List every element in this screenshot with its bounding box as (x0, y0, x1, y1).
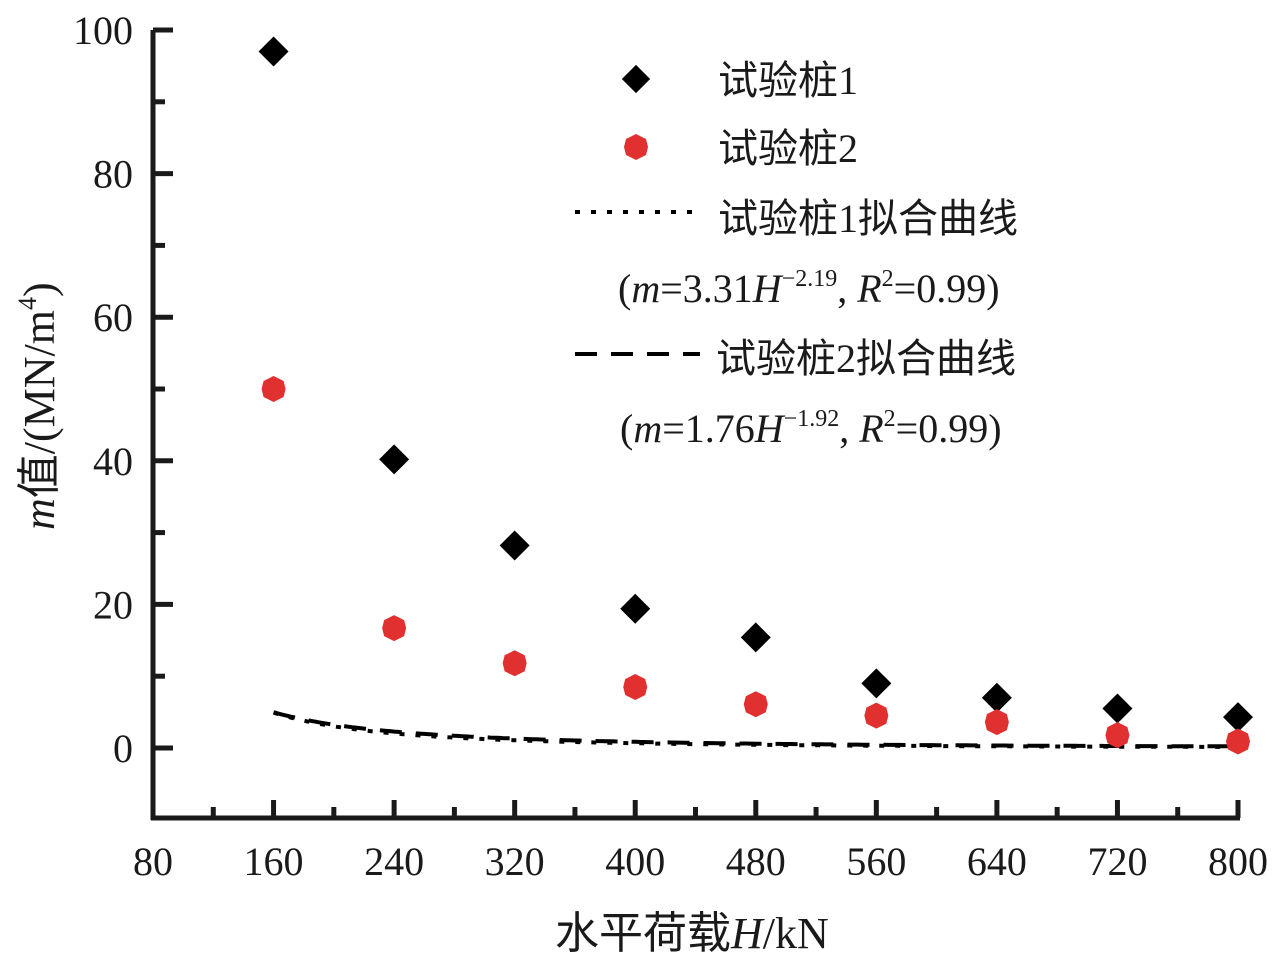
x-tick-label: 720 (1087, 839, 1147, 884)
formula-1-coef: =3.31 (660, 266, 753, 311)
x-tick-label: 560 (846, 839, 906, 884)
y-tick-label: 40 (93, 439, 133, 484)
point-series-2 (864, 702, 889, 729)
y-axis-title: m值/(MN/m4) (13, 282, 64, 530)
point-series-2 (1226, 728, 1250, 755)
data-points (258, 36, 1253, 755)
legend-formula-series-3: (m=3.31H−2.19, R2=0.99) (618, 266, 1000, 311)
legend-formula-series-4: (m=1.76H−1.92, R2=0.99) (620, 406, 1002, 451)
y-tick-label: 60 (93, 295, 133, 340)
x-tick-label: 800 (1208, 839, 1268, 884)
point-series-2 (382, 615, 407, 642)
legend-marker-series-2 (624, 134, 648, 160)
x-tick-label: 320 (485, 839, 545, 884)
formula-2-r: R (858, 406, 883, 451)
x-tick-label: 80 (133, 839, 173, 884)
formula-2-lhs: m (633, 406, 662, 451)
legend: 试验桩1 试验桩2 试验桩1拟合曲线 (m=3.31H−2.19, R2=0.9… (575, 58, 1018, 451)
y-axis-title-sup: 4 (13, 297, 42, 310)
x-tick-label: 160 (244, 839, 304, 884)
x-tick-label: 240 (364, 839, 424, 884)
formula-1-r-val: =0.99 (894, 266, 987, 311)
y-axis-title-suffix: ) (15, 282, 64, 297)
formula-1-r: R (856, 266, 881, 311)
formula-1-lhs: m (631, 266, 660, 311)
point-series-2 (261, 375, 286, 402)
formula-1-exp: −2.19 (782, 266, 838, 292)
point-series-1 (1223, 702, 1253, 733)
x-tick-label: 480 (726, 839, 786, 884)
point-series-2 (502, 650, 527, 677)
formula-2-exp: −1.92 (784, 406, 840, 432)
point-series-1 (620, 593, 651, 624)
formula-2-r-val: =0.99 (896, 406, 989, 451)
formula-2-r-exp: 2 (884, 406, 896, 432)
x-axis-title-var: H (730, 909, 765, 958)
y-ticks: 0 20 40 60 80 100 (73, 8, 173, 771)
legend-label-series-4: 试验桩2拟合曲线 (716, 336, 1016, 381)
point-series-1 (1102, 693, 1133, 724)
legend-marker-series-1 (621, 64, 651, 94)
y-axis-title-prefix: 值/(MN/m (15, 310, 64, 498)
y-tick-label: 0 (113, 726, 133, 771)
y-tick-label: 80 (93, 152, 133, 197)
point-series-1 (379, 444, 410, 475)
x-axis-title-prefix: 水平荷载 (555, 909, 731, 958)
x-axis-title-suffix: /kN (763, 909, 829, 958)
x-axis-title: 水平荷载H/kN (555, 909, 829, 958)
formula-2-coef: =1.76 (662, 406, 755, 451)
y-tick-label: 20 (93, 582, 133, 627)
x-ticks: 80 160 240 320 400 480 560 640 720 800 (133, 800, 1268, 884)
point-series-1 (499, 530, 530, 561)
point-series-2 (743, 691, 768, 718)
point-series-1 (258, 36, 289, 67)
legend-label-series-3: 试验桩1拟合曲线 (718, 196, 1018, 241)
y-tick-label: 100 (73, 8, 133, 53)
y-axis-title-var: m (15, 498, 64, 530)
point-series-1 (740, 622, 771, 653)
fit-curves (272, 710, 1239, 749)
legend-label-series-2: 试验桩2 (718, 126, 858, 171)
formula-1-r-exp: 2 (882, 266, 894, 292)
x-tick-label: 640 (967, 839, 1027, 884)
formula-1-var: H (752, 266, 784, 311)
point-series-1 (861, 668, 892, 699)
formula-2-var: H (754, 406, 786, 451)
legend-label-series-1: 试验桩1 (718, 58, 858, 103)
point-series-2 (623, 673, 648, 700)
point-series-2 (984, 709, 1009, 736)
point-series-2 (1105, 722, 1130, 749)
point-series-1 (981, 682, 1012, 713)
x-tick-label: 400 (605, 839, 665, 884)
fit-curve-2 (273, 710, 1238, 749)
